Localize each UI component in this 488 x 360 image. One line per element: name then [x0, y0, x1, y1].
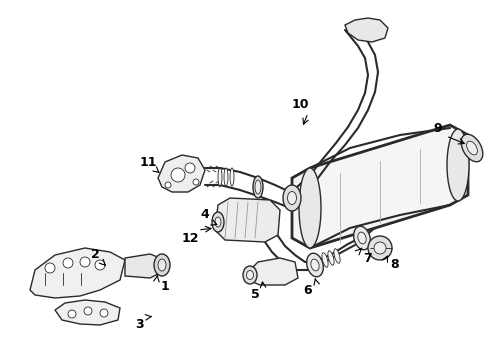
- Text: 5: 5: [250, 288, 259, 302]
- Polygon shape: [345, 18, 387, 42]
- Circle shape: [193, 179, 199, 185]
- Ellipse shape: [215, 217, 221, 227]
- Circle shape: [95, 260, 105, 270]
- Ellipse shape: [154, 254, 170, 276]
- Circle shape: [164, 182, 171, 188]
- Text: 11: 11: [139, 156, 157, 168]
- Ellipse shape: [310, 259, 319, 271]
- Ellipse shape: [333, 249, 339, 263]
- Text: 12: 12: [181, 231, 198, 244]
- Text: 4: 4: [200, 208, 209, 221]
- Text: 2: 2: [90, 248, 99, 261]
- Ellipse shape: [254, 180, 261, 194]
- Circle shape: [171, 168, 184, 182]
- Ellipse shape: [283, 185, 301, 211]
- Polygon shape: [215, 198, 280, 242]
- Circle shape: [63, 258, 73, 268]
- Polygon shape: [247, 258, 297, 285]
- Text: 10: 10: [291, 99, 308, 112]
- Polygon shape: [30, 248, 125, 298]
- Text: 6: 6: [303, 284, 312, 297]
- Ellipse shape: [327, 251, 333, 265]
- Polygon shape: [291, 125, 467, 248]
- Ellipse shape: [298, 168, 320, 248]
- Ellipse shape: [460, 134, 482, 162]
- Polygon shape: [158, 155, 204, 192]
- Text: 9: 9: [433, 122, 442, 135]
- Circle shape: [68, 310, 76, 318]
- Circle shape: [367, 236, 391, 260]
- Circle shape: [84, 307, 92, 315]
- Ellipse shape: [287, 192, 296, 204]
- Ellipse shape: [357, 232, 366, 244]
- Ellipse shape: [229, 168, 234, 186]
- Ellipse shape: [252, 176, 263, 198]
- Ellipse shape: [321, 253, 327, 267]
- Ellipse shape: [212, 212, 224, 232]
- Text: 1: 1: [160, 279, 169, 292]
- Text: 8: 8: [390, 258, 399, 271]
- Ellipse shape: [158, 259, 165, 271]
- Circle shape: [184, 163, 195, 173]
- Circle shape: [80, 257, 90, 267]
- Ellipse shape: [224, 168, 227, 186]
- Text: 7: 7: [363, 252, 372, 265]
- Circle shape: [100, 309, 108, 317]
- Ellipse shape: [353, 226, 369, 250]
- Ellipse shape: [218, 168, 222, 186]
- Ellipse shape: [306, 253, 323, 277]
- Polygon shape: [125, 254, 162, 278]
- Circle shape: [373, 242, 385, 254]
- Ellipse shape: [243, 266, 257, 284]
- Circle shape: [45, 263, 55, 273]
- Ellipse shape: [466, 141, 476, 155]
- Ellipse shape: [446, 129, 468, 201]
- Text: 3: 3: [135, 319, 144, 332]
- Polygon shape: [55, 300, 120, 325]
- Ellipse shape: [246, 270, 253, 279]
